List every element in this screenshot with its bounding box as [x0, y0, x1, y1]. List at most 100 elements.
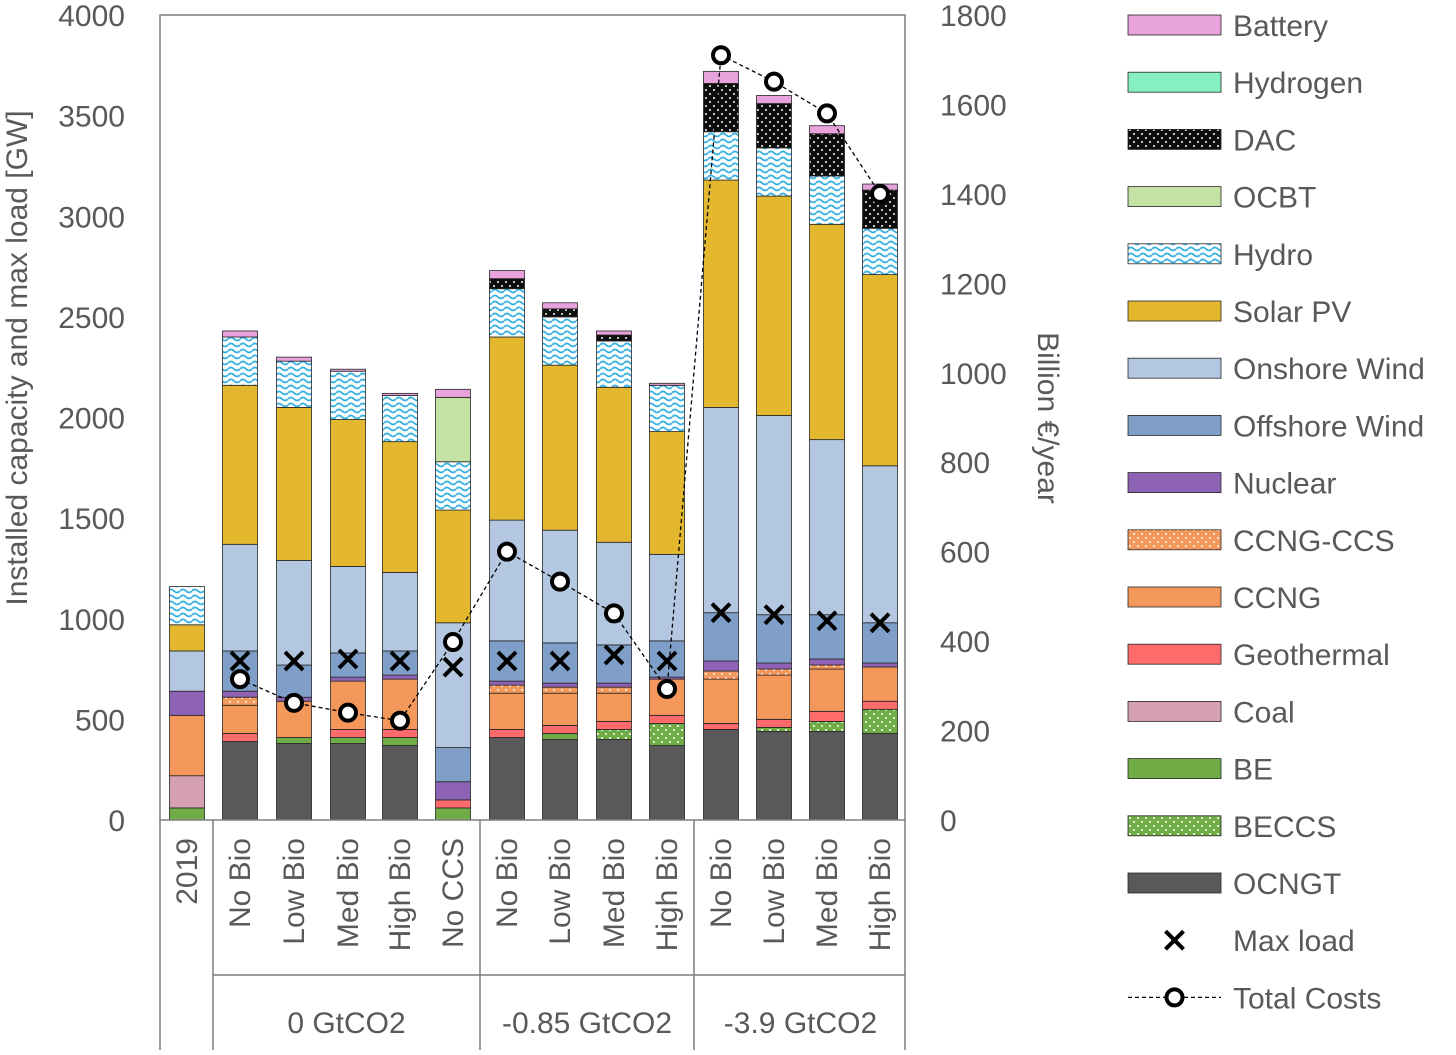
right-tick-label: 400 [940, 626, 990, 659]
right-tick-label: 0 [940, 805, 957, 838]
bar-nuclear-0 [169, 690, 205, 716]
bar-battery-1 [222, 330, 258, 338]
bar-onshore-wind-6 [489, 519, 525, 642]
bar-ocbt-5 [435, 396, 471, 463]
bar-dac-6 [489, 278, 525, 290]
bar-geothermal-3 [330, 729, 366, 738]
total-costs-marker-11 [764, 71, 784, 92]
bar-nuclear-3 [330, 676, 366, 682]
bar-geothermal-9 [649, 714, 685, 724]
bar-battery-9 [649, 382, 685, 386]
bar-battery-10 [703, 70, 739, 84]
right-tick-label: 1800 [940, 0, 1007, 33]
right-tick-label: 600 [940, 537, 990, 570]
legend-label-solar-pv: Solar PV [1233, 296, 1351, 329]
total-costs-marker-9 [657, 678, 677, 699]
bar-beccs-11 [756, 727, 792, 732]
legend-swatch-dac [1127, 128, 1222, 150]
bar-geothermal-13 [862, 700, 898, 710]
legend-item-ocbt: OCBT [1127, 182, 1316, 215]
bar-offshore-wind-8 [596, 644, 632, 684]
max-load-marker-4 [389, 650, 411, 672]
bar-solar-pv-11 [756, 195, 792, 416]
total-costs-marker-3 [338, 702, 358, 723]
plot-border [159, 14, 906, 821]
legend-swatch-ocbt [1127, 186, 1222, 208]
right-tick-label: 800 [940, 447, 990, 480]
bar-ccng-6 [489, 692, 525, 730]
bar-ccng-ccs-8 [596, 686, 632, 694]
legend-item-be: BE [1127, 754, 1273, 787]
left-tick-label: 500 [75, 704, 125, 737]
bar-hydro-0 [169, 586, 205, 626]
total-costs-marker-10 [711, 45, 731, 66]
bar-solar-pv-5 [435, 509, 471, 624]
legend-swatch-onshore-wind [1127, 357, 1222, 379]
legend-swatch-coal [1127, 701, 1222, 722]
bar-nuclear-6 [489, 680, 525, 686]
bar-geothermal-1 [222, 733, 258, 742]
legend: Battery Hydrogen DAC OCBT Hydro Solar PV Onsho… [1127, 10, 1425, 1015]
bar-geothermal-8 [596, 720, 632, 730]
legend-item-geothermal: Geothermal [1127, 639, 1390, 672]
bar-solar-pv-13 [862, 274, 898, 467]
category-label-3: Med Bio [332, 838, 365, 948]
total-costs-marker-4 [390, 710, 410, 731]
bar-battery-5 [435, 388, 471, 398]
right-tick-label: 1400 [940, 179, 1007, 212]
bar-be-5 [435, 807, 471, 821]
axes-layer: 0 500 1000 1500 2000 2500 3000 3500 4000 0 200 400 6… [1, 0, 1064, 1040]
legend-swatch-offshore-wind [1127, 414, 1222, 436]
bar-solar-pv-0 [169, 624, 205, 652]
bar-geothermal-11 [756, 718, 792, 728]
bar-battery-7 [542, 302, 578, 310]
bar-beccs-8 [596, 729, 632, 740]
legend-swatch-beccs [1127, 815, 1222, 837]
bar-nuclear-11 [756, 662, 792, 670]
bar-nuclear-7 [542, 682, 578, 688]
legend-item-dac: DAC [1127, 124, 1296, 157]
bar-be-3 [330, 737, 366, 744]
legend-label-max-load: Max load [1233, 925, 1355, 958]
bar-ocngt-4 [382, 745, 418, 821]
left-tick-label: 1000 [58, 604, 125, 637]
legend-label-ocbt: OCBT [1233, 182, 1316, 215]
bar-solar-pv-6 [489, 336, 525, 521]
bar-solar-pv-1 [222, 384, 258, 545]
bar-onshore-wind-8 [596, 541, 632, 646]
max-load-layer [229, 602, 891, 678]
legend-label-battery: Battery [1233, 10, 1328, 43]
max-load-marker-13 [869, 612, 891, 634]
bar-coal-0 [169, 775, 205, 809]
bar-onshore-wind-0 [169, 650, 205, 692]
bar-ccng-ccs-6 [489, 684, 525, 694]
bar-ocngt-13 [862, 733, 898, 821]
category-label-8: Med Bio [598, 838, 631, 948]
bar-offshore-wind-10 [703, 612, 739, 662]
bar-battery-2 [276, 356, 312, 362]
bar-nuclear-12 [809, 658, 845, 666]
bar-battery-4 [382, 392, 418, 396]
left-tick-label: 4000 [58, 0, 125, 33]
bar-onshore-wind-2 [276, 559, 312, 666]
bar-hydro-5 [435, 461, 471, 511]
right-tick-label: 1000 [940, 358, 1007, 391]
bar-hydro-7 [542, 316, 578, 366]
category-label-9: High Bio [651, 838, 684, 951]
category-label-4: High Bio [384, 838, 417, 951]
total-costs-marker-7 [550, 571, 570, 592]
max-load-marker-10 [710, 602, 732, 624]
legend-item-battery: Battery [1127, 10, 1328, 43]
category-label-5: No CCS [437, 838, 470, 948]
total-costs-marker-1 [230, 669, 250, 690]
bar-dac-7 [542, 308, 578, 318]
left-axis-title: Installed capacity and max load [GW] [1, 110, 34, 605]
max-load-marker-12 [816, 610, 838, 632]
bar-hydro-4 [382, 394, 418, 443]
bar-hydro-1 [222, 336, 258, 386]
legend-label-dac: DAC [1233, 124, 1296, 157]
bar-be-0 [169, 807, 205, 821]
legend-swatch-battery [1127, 14, 1222, 36]
